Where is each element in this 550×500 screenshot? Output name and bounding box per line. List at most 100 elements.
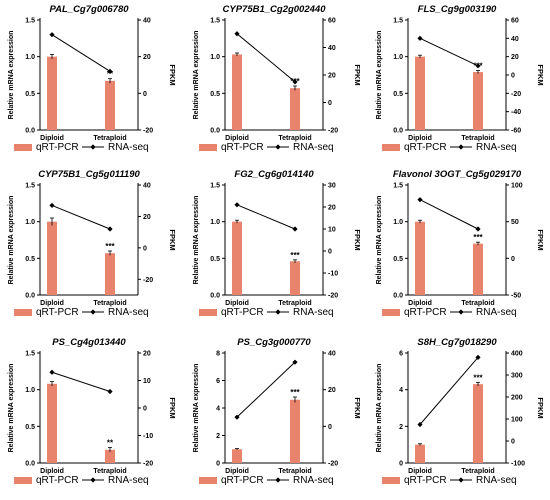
legend-line-label: RNA-seq	[293, 307, 334, 318]
y-tick-label: 0	[399, 461, 403, 468]
x-tick-label: Diploid	[408, 300, 432, 307]
y-tick-label: 1.0	[210, 54, 220, 61]
y2-tick-label: -20	[328, 461, 338, 468]
y2-axis-label: FPKM	[353, 397, 362, 418]
bar	[473, 384, 483, 463]
bar	[105, 253, 115, 295]
bar	[415, 221, 425, 295]
legend-bar-label: qRT-PCR	[36, 307, 79, 318]
chart-panel: FLS_Cg9g003190 0.0 0.5 1.0 1.5 -60 -40 -20 0 20 40…	[368, 0, 546, 160]
legend-bar-label: qRT-PCR	[36, 475, 79, 486]
y2-tick-label: -20	[143, 277, 153, 284]
x-tick-label: Tetraploid	[278, 135, 311, 142]
legend-bar-swatch	[14, 144, 32, 151]
y2-tick-label: 400	[511, 351, 523, 358]
legend-line-label: RNA-seq	[476, 142, 517, 153]
y2-tick-label: 0	[143, 406, 147, 413]
rnaseq-point	[107, 68, 113, 74]
chart-panel: PS_Cg4g013440 0.0 0.5 1.0 1.5 -20 -10 0 10 20 Rela…	[0, 333, 178, 493]
rnaseq-point	[417, 197, 423, 203]
x-tick-label: Tetraploid	[278, 468, 311, 475]
legend-line-marker	[458, 309, 464, 315]
y2-tick-label: 20	[143, 351, 151, 358]
rnaseq-point	[475, 354, 481, 360]
y2-axis-label: FPKM	[536, 229, 545, 250]
chart-svg: CYP75B1_Cg5g011190 0.0 0.5 1.0 1.5 -20 0 20 40 Re…	[8, 169, 177, 318]
y-tick-label: 0.5	[25, 256, 35, 263]
chart-title: FG2_Cg6g014140	[234, 169, 314, 180]
chart-panel: S8H_Cg7g018290 0 2 4 6 -100 0 100 200 300 400 Relat…	[368, 333, 546, 493]
bar	[47, 221, 57, 295]
x-tick-label: Tetraploid	[93, 135, 126, 142]
legend-bar-label: qRT-PCR	[221, 142, 264, 153]
y2-axis-label: FPKM	[168, 64, 177, 85]
legend-line-marker	[275, 309, 281, 315]
chart-title: S8H_Cg7g018290	[417, 337, 497, 348]
legend-line-marker	[275, 144, 281, 150]
y2-tick-label: 40	[328, 45, 336, 52]
legend-bar-swatch	[382, 309, 400, 316]
rnaseq-line	[236, 361, 296, 418]
y-tick-label: 0	[216, 461, 220, 468]
y2-axis-label: FPKM	[353, 229, 362, 250]
y2-tick-label: 0	[511, 73, 515, 80]
y2-axis-label: FPKM	[536, 64, 545, 85]
y-tick-label: 1.5	[25, 351, 35, 358]
rnaseq-point	[49, 32, 55, 38]
rnaseq-line	[236, 204, 296, 230]
y-tick-label: 2	[399, 424, 403, 431]
y-tick-label: 1.5	[25, 183, 35, 190]
legend-bar-swatch	[199, 309, 217, 316]
y2-tick-label: 20	[328, 387, 336, 394]
rnaseq-line	[51, 371, 111, 392]
y2-axis-label: FPKM	[168, 397, 177, 418]
bar	[105, 449, 115, 463]
chart-svg: FLS_Cg9g003190 0.0 0.5 1.0 1.5 -60 -40 -20 0 20 40…	[376, 4, 545, 153]
rnaseq-point	[292, 79, 298, 85]
y2-tick-label: 20	[511, 54, 519, 61]
y-axis-label: Relative mRNA expression	[376, 364, 383, 453]
rnaseq-line	[419, 37, 479, 67]
y-tick-label: 1.0	[393, 54, 403, 61]
y-tick-label: 0.0	[25, 293, 35, 300]
rnaseq-point	[107, 226, 113, 232]
y-tick-label: 6	[216, 378, 220, 385]
y2-tick-label: 20	[328, 73, 336, 80]
legend-bar-label: qRT-PCR	[404, 142, 447, 153]
x-tick-label: Tetraploid	[278, 300, 311, 307]
chart-svg: FG2_Cg6g014140 0.0 0.5 1.0 1.5 -20 -10 0 10 20 30 R…	[193, 169, 362, 318]
y-tick-label: 4	[216, 406, 220, 413]
rnaseq-line	[419, 357, 479, 425]
y-tick-label: 0.5	[393, 256, 403, 263]
y-tick-label: 1.0	[25, 219, 35, 226]
y2-tick-label: 20	[143, 54, 151, 61]
legend-line-label: RNA-seq	[293, 142, 334, 153]
chart-title: CYP75B1_Cg5g011190	[38, 169, 140, 180]
legend-bar-label: qRT-PCR	[221, 475, 264, 486]
y2-tick-label: -40	[511, 109, 521, 116]
x-tick-label: Diploid	[40, 468, 64, 475]
y2-tick-label: -20	[143, 461, 153, 468]
bar	[290, 88, 300, 130]
legend-line-marker	[90, 309, 96, 315]
y-tick-label: 0.5	[25, 424, 35, 431]
legend-bar-swatch	[14, 309, 32, 316]
y2-tick-label: 0	[143, 91, 147, 98]
bar	[415, 444, 425, 463]
chart-title: FLS_Cg9g003190	[418, 4, 497, 15]
y2-tick-label: -100	[511, 461, 525, 468]
y-tick-label: 1.0	[393, 219, 403, 226]
legend-line-label: RNA-seq	[476, 307, 517, 318]
rnaseq-line	[419, 199, 479, 230]
y2-tick-label: -10	[328, 271, 338, 278]
chart-title: PAL_Cg7g006780	[49, 4, 129, 15]
y2-tick-label: 40	[143, 18, 151, 25]
legend-bar-swatch	[199, 477, 217, 484]
chart-svg: Flavonol 3OGT_Cg5g029170 0.0 0.5 1.0 1.5 -50 0…	[376, 169, 545, 318]
y-tick-label: 0.5	[393, 91, 403, 98]
chart-svg: PS_Cg4g013440 0.0 0.5 1.0 1.5 -20 -10 0 10 20 Rela…	[8, 337, 177, 486]
y2-tick-label: 200	[511, 395, 523, 402]
x-tick-label: Tetraploid	[93, 300, 126, 307]
legend-bar-label: qRT-PCR	[404, 307, 447, 318]
y-tick-label: 0.5	[210, 91, 220, 98]
